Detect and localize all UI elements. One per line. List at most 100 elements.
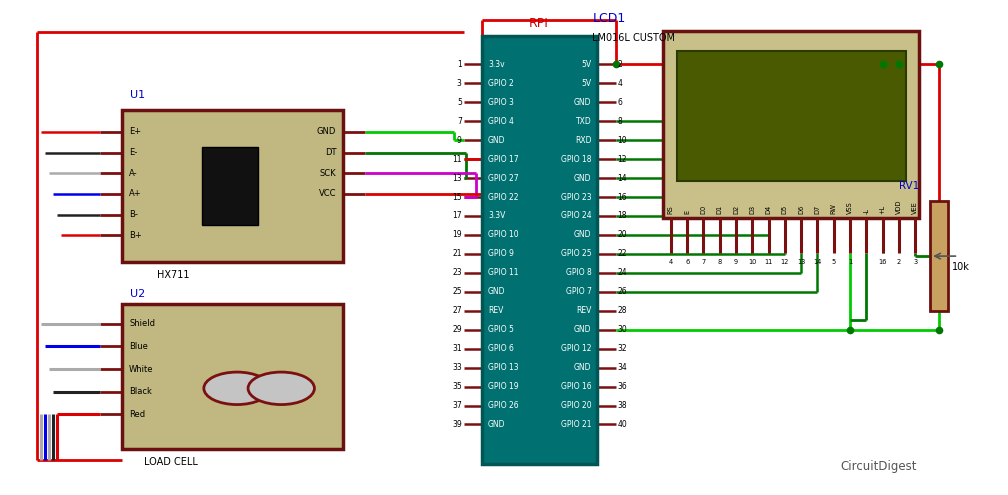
Text: 8: 8 — [718, 259, 722, 265]
Text: RS: RS — [668, 205, 674, 214]
Text: GPIO 19: GPIO 19 — [488, 382, 518, 391]
Text: D4: D4 — [765, 205, 771, 214]
Text: 18: 18 — [618, 211, 627, 220]
Text: GPIO 20: GPIO 20 — [560, 401, 592, 410]
Text: Black: Black — [129, 387, 152, 396]
Text: GND: GND — [317, 127, 336, 136]
Text: REV: REV — [488, 306, 503, 315]
Text: 2: 2 — [618, 60, 622, 69]
Text: GPIO 5: GPIO 5 — [488, 325, 514, 334]
Text: U2: U2 — [130, 289, 145, 299]
FancyBboxPatch shape — [122, 110, 343, 262]
Text: 19: 19 — [453, 231, 462, 240]
Text: RPI: RPI — [529, 17, 549, 30]
Text: D5: D5 — [782, 205, 788, 214]
Text: GPIO 16: GPIO 16 — [560, 382, 592, 391]
Text: 11: 11 — [764, 259, 773, 265]
FancyBboxPatch shape — [482, 36, 598, 464]
Text: 28: 28 — [618, 306, 627, 315]
Text: 2: 2 — [897, 259, 901, 265]
Text: LOAD CELL: LOAD CELL — [144, 456, 198, 467]
Text: 30: 30 — [618, 325, 627, 334]
Text: B+: B+ — [129, 231, 142, 240]
Text: 29: 29 — [453, 325, 462, 334]
Text: 37: 37 — [452, 401, 462, 410]
Text: 4: 4 — [668, 259, 673, 265]
Text: GPIO 3: GPIO 3 — [488, 98, 514, 107]
Text: VSS: VSS — [847, 201, 853, 214]
Text: 11: 11 — [453, 154, 462, 164]
Text: 13: 13 — [797, 259, 805, 265]
FancyBboxPatch shape — [203, 147, 258, 225]
Text: GPIO 26: GPIO 26 — [488, 401, 518, 410]
Text: GND: GND — [488, 287, 505, 297]
Text: 16: 16 — [618, 193, 627, 201]
Text: 10k: 10k — [953, 262, 971, 272]
Text: GPIO 13: GPIO 13 — [488, 363, 518, 372]
Text: LCD1: LCD1 — [593, 12, 626, 25]
Text: GPIO 4: GPIO 4 — [488, 117, 514, 126]
Text: RV1: RV1 — [899, 181, 919, 191]
Text: 3: 3 — [913, 259, 917, 265]
Text: 36: 36 — [618, 382, 627, 391]
Text: LM016L CUSTOM: LM016L CUSTOM — [593, 33, 675, 43]
FancyBboxPatch shape — [677, 50, 906, 181]
Text: GPIO 11: GPIO 11 — [488, 268, 518, 277]
Text: 27: 27 — [453, 306, 462, 315]
Text: RXD: RXD — [575, 136, 592, 145]
Text: 10: 10 — [618, 136, 627, 145]
Text: D1: D1 — [717, 205, 723, 214]
Text: 31: 31 — [453, 344, 462, 353]
Text: 24: 24 — [618, 268, 627, 277]
Text: E: E — [684, 210, 690, 214]
Text: GPIO 2: GPIO 2 — [488, 79, 514, 88]
Text: 9: 9 — [457, 136, 462, 145]
Text: 9: 9 — [734, 259, 738, 265]
Text: GND: GND — [574, 325, 592, 334]
Text: 26: 26 — [618, 287, 627, 297]
Text: 3.3V: 3.3V — [488, 211, 505, 220]
FancyBboxPatch shape — [663, 31, 919, 218]
Text: 6: 6 — [685, 259, 689, 265]
FancyBboxPatch shape — [930, 201, 949, 311]
Text: D2: D2 — [733, 205, 739, 214]
Text: 22: 22 — [618, 249, 627, 258]
Text: RW: RW — [831, 203, 837, 214]
Text: REV: REV — [577, 306, 592, 315]
Text: 3.3v: 3.3v — [488, 60, 505, 69]
Text: -L: -L — [863, 208, 869, 214]
Text: 13: 13 — [453, 174, 462, 183]
Text: 8: 8 — [618, 117, 622, 126]
Text: E+: E+ — [129, 127, 141, 136]
Text: 40: 40 — [618, 420, 627, 429]
Text: 39: 39 — [452, 420, 462, 429]
Text: U1: U1 — [130, 90, 145, 100]
Text: GND: GND — [488, 420, 505, 429]
Text: 5V: 5V — [582, 60, 592, 69]
Text: GPIO 12: GPIO 12 — [561, 344, 592, 353]
Text: 34: 34 — [618, 363, 627, 372]
Text: GND: GND — [574, 363, 592, 372]
Text: 7: 7 — [702, 259, 706, 265]
Text: 23: 23 — [453, 268, 462, 277]
Text: B-: B- — [129, 210, 138, 219]
Text: White: White — [129, 365, 153, 374]
Text: Shield: Shield — [129, 319, 155, 328]
Text: GND: GND — [574, 231, 592, 240]
Text: +L: +L — [880, 205, 886, 214]
Text: VEE: VEE — [912, 201, 918, 214]
Circle shape — [248, 372, 314, 404]
Text: D0: D0 — [701, 205, 707, 214]
Text: GND: GND — [488, 136, 505, 145]
Text: GPIO 27: GPIO 27 — [488, 174, 518, 183]
Text: 35: 35 — [452, 382, 462, 391]
Text: GPIO 9: GPIO 9 — [488, 249, 514, 258]
Text: D7: D7 — [814, 205, 821, 214]
Text: A+: A+ — [129, 190, 142, 198]
Text: GPIO 25: GPIO 25 — [560, 249, 592, 258]
Text: 25: 25 — [453, 287, 462, 297]
Text: GPIO 7: GPIO 7 — [565, 287, 592, 297]
Text: GPIO 18: GPIO 18 — [561, 154, 592, 164]
Text: Blue: Blue — [129, 342, 148, 351]
Text: TXD: TXD — [576, 117, 592, 126]
